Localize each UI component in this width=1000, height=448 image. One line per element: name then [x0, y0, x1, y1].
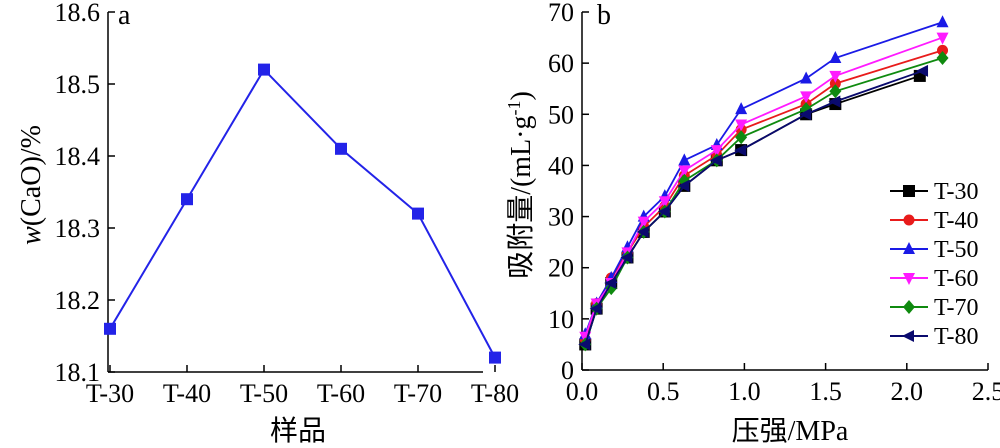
panel-a-y-tick-label: 18.5: [55, 70, 101, 99]
panel-b-data-point-t-50: [678, 153, 691, 166]
panel-b-y-tick-label: 30: [548, 203, 574, 232]
panel-a-data-point: [104, 322, 116, 335]
legend-label-t-50: T-50: [934, 237, 978, 263]
panel-b-data-point-t-60: [637, 216, 650, 229]
panel-a-x-tick-label: T-60: [317, 379, 365, 408]
legend-marker-t-80: [902, 330, 914, 342]
legend-marker-t-40: [903, 214, 915, 226]
panel-a-y-tick-label: 18.1: [55, 358, 101, 387]
panel-b-series-line-t-50: [584, 21, 943, 335]
panel-a-label: a: [118, 0, 131, 31]
panel-b-x-tick-label: 0.5: [647, 377, 680, 406]
panel-b-data-point-t-70: [829, 84, 842, 99]
panel-b-data-point-t-80: [620, 251, 633, 264]
panel-b-x-tick-label: 1.0: [728, 377, 761, 406]
panel-a-y-tick-label: 18.6: [55, 0, 101, 27]
panel-b-data-point-t-60: [658, 196, 671, 209]
panel-b-series-line-t-30: [584, 75, 921, 345]
panel-b-data-point-t-80: [799, 108, 812, 121]
panel-a-x-tick-label: T-50: [240, 379, 288, 408]
panel-a-x-tick-label: T-80: [471, 379, 519, 408]
panel-b-y-tick-label: 20: [548, 254, 574, 283]
panel-b-x-tick-label: 2.5: [972, 377, 1000, 406]
panel-b-y-tick-label: 70: [548, 0, 574, 27]
panel-b-series-line-t-70: [584, 57, 943, 345]
legend-marker-t-50: [903, 242, 915, 254]
panel-b-data-point-t-40: [829, 78, 841, 90]
panel-b-data-point-t-80: [734, 144, 747, 157]
panel-b-y-tick-label: 50: [548, 100, 574, 129]
panel-b-data-point-t-80: [604, 277, 617, 290]
panel-a: a 样品 w(CaO)/% 18.1 18.2 18.3 18.4 18.5 18.6 T-…: [16, 0, 519, 447]
panel-a-y-tick-label: 18.3: [55, 214, 101, 243]
panel-b-x-tick-label: 2.0: [891, 377, 924, 406]
panel-a-x-tick-label: T-70: [394, 379, 442, 408]
panel-b-label: b: [597, 0, 611, 31]
legend-label-t-60: T-60: [934, 266, 978, 292]
panel-b-x-axis-title: 压强/MPa: [732, 416, 849, 447]
panel-b-y-axis-title-close: ): [506, 91, 537, 100]
panel-a-data-point: [335, 142, 347, 155]
panel-a-y-axis-title-rest: (CaO)/%: [16, 125, 47, 226]
panel-b-data-point-t-70: [735, 130, 748, 145]
panel-a-data-point: [181, 193, 193, 206]
panel-b-y-axis-title: 吸附量/(mL·g-1): [504, 91, 537, 279]
panel-b-data-point-t-60: [678, 165, 691, 178]
panel-b-data-point-t-60: [710, 145, 723, 158]
panel-b-data-point-t-60: [829, 70, 842, 83]
panel-b-data-point-t-80: [657, 205, 670, 218]
panel-b-data-point-t-50: [735, 102, 748, 115]
panel-b-x-tick-label: 0.0: [566, 377, 599, 406]
panel-b-series-line-t-40: [584, 49, 943, 340]
panel-a-y-tick-label: 18.4: [55, 142, 101, 171]
panel-b-data-point-t-70: [936, 51, 949, 66]
panel-b-y-tick-label: 10: [548, 305, 574, 334]
panel-a-data-point: [489, 351, 501, 364]
panel-b-data-point-t-80: [828, 95, 841, 108]
panel-b-data-point-t-60: [800, 91, 813, 104]
panel-a-y-tick-label: 18.2: [55, 286, 101, 315]
panel-b-data-point-t-60: [735, 119, 748, 132]
panel-a-x-tick-label: T-40: [163, 379, 211, 408]
legend-marker-t-60: [903, 273, 915, 285]
panel-b-data-point-t-50: [936, 15, 949, 28]
panel-b-data-point-t-80: [916, 64, 929, 77]
legend-label-t-30: T-30: [934, 179, 978, 205]
panel-b: b 压强/MPa 吸附量/(mL·g-1) 0 10 20 30 40 50 60 70 0.0…: [504, 0, 1000, 447]
legend-marker-t-70: [903, 300, 915, 314]
panel-a-y-axis-title: w(CaO)/%: [16, 125, 47, 245]
panel-b-data-point-t-80: [709, 154, 722, 167]
panel-b-data-point-t-80: [589, 302, 602, 315]
panel-b-data-point-t-50: [829, 51, 842, 64]
panel-b-y-tick-label: 60: [548, 49, 574, 78]
panel-b-data-point-t-50: [800, 71, 813, 84]
panel-a-y-axis-title-italic: w: [16, 226, 47, 245]
panel-b-data-point-t-40: [937, 44, 949, 56]
panel-b-y-tick-label: 40: [548, 151, 574, 180]
panel-b-y-axis-title-sup: -1: [504, 101, 524, 116]
panel-b-series-line-t-80: [584, 69, 924, 345]
panel-b-data-point-t-60: [936, 32, 949, 45]
panel-a-series-line: [109, 67, 496, 359]
panel-b-y-axis-title-main: 吸附量/(mL·g: [505, 116, 537, 279]
panel-a-x-axis-title: 样品: [270, 415, 326, 447]
panel-b-data-point-t-80: [636, 225, 649, 238]
legend-label-t-40: T-40: [934, 208, 978, 234]
panel-a-data-point: [258, 63, 270, 76]
panel-b-y-tick-label: 0: [561, 356, 574, 385]
panel-b-data-point-t-80: [578, 338, 591, 351]
panel-a-data-point: [412, 207, 424, 220]
legend-label-t-70: T-70: [934, 295, 978, 321]
legend-label-t-80: T-80: [934, 324, 978, 350]
panel-b-x-tick-label: 1.5: [809, 377, 842, 406]
panel-a-x-tick-label: T-30: [86, 379, 134, 408]
legend-marker-t-30: [903, 185, 915, 197]
panel-b-data-point-t-80: [677, 179, 690, 192]
